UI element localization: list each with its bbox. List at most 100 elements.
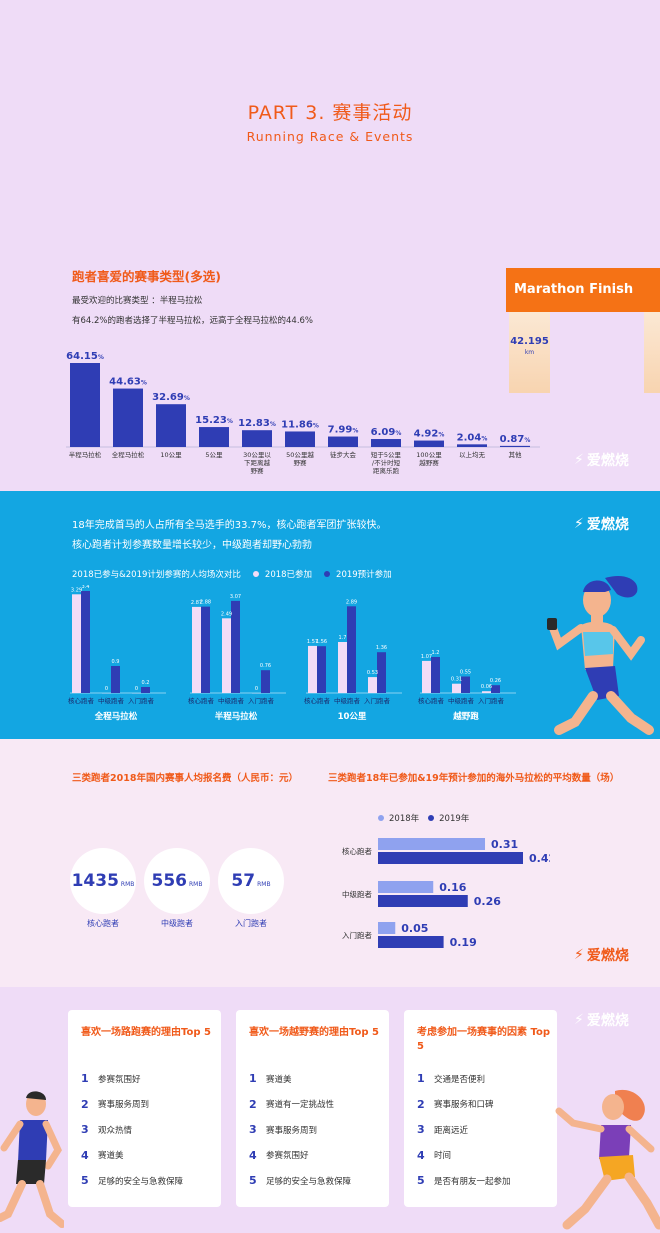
- list-item: 4 时间: [417, 1148, 452, 1162]
- legend-2018-label: 2018已参加: [264, 570, 313, 580]
- list-item: 1 交通是否便利: [417, 1072, 486, 1086]
- tick-label: 中级跑者: [342, 889, 372, 899]
- brand-logo: ⚡ 爱燃烧: [574, 452, 629, 469]
- road-race-reasons-card: 喜欢一场路跑赛的理由Top 5 1 参赛氛围好 2 赛事服务周到 3 观众热情 4 赛道…: [68, 1010, 221, 1207]
- bar-2019: [81, 591, 90, 693]
- brand-logo-2: ⚡ 爱燃烧: [574, 516, 629, 533]
- sign-distance: 42.195: [510, 336, 549, 347]
- tick-label: 核心跑者: [418, 696, 445, 705]
- first-marathon-text: 18年完成首马的人占所有全马选手的33.7%，核心跑者军团扩张较快。: [72, 520, 387, 531]
- flame-icon: ⚡: [574, 1012, 584, 1028]
- list-item: 3 观众热情: [81, 1123, 133, 1137]
- value-label-2019: 0.42: [529, 852, 550, 865]
- tick-label: 全程马拉松: [112, 450, 145, 459]
- value-label-2019: 1.2: [432, 650, 440, 656]
- list-item: 2 赛道有一定挑战性: [249, 1097, 335, 1111]
- tick-label: 其他: [509, 450, 523, 459]
- fee-label-core: 核心跑者: [87, 919, 119, 928]
- female-runner-illustration: [547, 575, 654, 735]
- value-label-2018: 0: [255, 686, 258, 692]
- list-item: 2 赛事服务和口碑: [417, 1097, 494, 1111]
- value-label: 15.23%: [195, 415, 233, 426]
- bar: [70, 363, 100, 447]
- card-title: 喜欢一场路跑赛的理由Top 5: [81, 1027, 211, 1038]
- tick-label: 核心跑者: [188, 696, 215, 705]
- tick-label: 10公里: [160, 451, 182, 459]
- overseas-legend: 2018年 2019年: [378, 812, 469, 824]
- bar-2019: [378, 936, 444, 948]
- race-type-note-1: 最受欢迎的比赛类型 ：半程马拉松: [72, 296, 203, 306]
- female-runner-illustration-2: [555, 1089, 660, 1230]
- value-label-2018: 2.49: [221, 611, 232, 617]
- flame-icon: ⚡: [574, 516, 584, 532]
- tick-label: 野赛: [251, 466, 265, 475]
- list-item: 5 足够的安全与急救保障: [81, 1174, 184, 1188]
- bar-2019: [261, 670, 270, 693]
- bar-2018: [378, 922, 396, 934]
- page-subtitle: Running Race & Events: [246, 129, 414, 144]
- value-label-2019: 1.36: [376, 645, 387, 651]
- tick-label: 野赛: [294, 458, 308, 467]
- value-label: 4.92%: [414, 429, 445, 440]
- bar-2019: [201, 606, 210, 693]
- value-label-2019: 0.19: [450, 936, 477, 949]
- legend-2018-label: 2018年: [389, 814, 420, 824]
- list-item: 3 赛事服务周到: [249, 1123, 318, 1137]
- tick-label: 下距离越: [244, 458, 271, 467]
- list-item: 4 参赛氛围好: [249, 1148, 309, 1162]
- legend-dot-2018: [252, 571, 259, 577]
- sign-unit: km: [524, 349, 535, 356]
- value-label-2018: 0: [105, 686, 108, 692]
- brand-logo-4: ⚡ 爱燃烧: [574, 1012, 629, 1029]
- value-label-2019: 2.88: [200, 600, 211, 606]
- race-type-note-2: 有64.2%的跑者选择了半程马拉松，远高于全程马拉松的44.6%: [72, 316, 314, 326]
- bar-2018: [222, 618, 231, 693]
- tick-label: 入门跑者: [364, 696, 391, 705]
- fee-label-intermediate: 中级跑者: [161, 919, 193, 928]
- fee-label-beginner: 入门跑者: [235, 919, 267, 928]
- value-label: 44.63%: [109, 377, 147, 388]
- bar-2018: [368, 677, 377, 693]
- bar-2018: [192, 606, 201, 693]
- tick-label: 中级跑者: [448, 696, 475, 705]
- tick-label: 核心跑者: [68, 696, 95, 705]
- value-label-2018: 0.31: [451, 677, 462, 683]
- tick-label: 距离乐跑: [373, 466, 400, 475]
- tick-label: 30公里以: [243, 451, 271, 459]
- value-label: 11.86%: [281, 419, 319, 430]
- legend-title: 2018已参与&2019计划参赛的人均场次对比: [72, 570, 241, 580]
- bar-2018: [378, 838, 486, 850]
- legend-dot-2018: [378, 815, 384, 821]
- list-item: 2 赛事服务周到: [81, 1097, 150, 1111]
- value-label-2019: 3.4: [82, 585, 90, 590]
- flame-icon: ⚡: [574, 947, 584, 963]
- bar: [328, 436, 358, 447]
- bar-2019: [461, 676, 470, 693]
- tick-label: 中级跑者: [98, 696, 125, 705]
- tick-label: 徒步大会: [330, 450, 357, 459]
- bar-2018: [422, 660, 431, 693]
- races-per-person-legend: 2018已参与&2019计划参赛的人均场次对比 2018已参加 2019预计参加: [72, 568, 392, 580]
- bar: [285, 431, 315, 447]
- list-item: 3 距离远近: [417, 1123, 469, 1137]
- value-label-2019: 0.55: [460, 670, 471, 676]
- value-label: 12.83%: [238, 418, 276, 429]
- list-item: 1 参赛氛围好: [81, 1072, 141, 1086]
- tick-label: 核心跑者: [304, 696, 331, 705]
- value-label: 32.69%: [152, 392, 190, 403]
- value-label-2018: 0.53: [367, 670, 378, 676]
- tick-label: 中级跑者: [334, 696, 361, 705]
- tick-label: 入门跑者: [248, 696, 275, 705]
- bar: [242, 430, 272, 447]
- tick-label: 越野赛: [419, 458, 439, 467]
- bar-2018: [378, 881, 434, 893]
- tick-label: 入门跑者: [128, 696, 155, 705]
- value-label-2019: 0.2: [142, 680, 150, 686]
- group-label: 半程马拉松: [215, 711, 258, 722]
- list-item: 4 赛道美: [81, 1148, 124, 1162]
- fee-circle-beginner: 57 RMB: [218, 848, 284, 914]
- bar: [414, 440, 444, 447]
- value-label-2019: 0.26: [490, 678, 501, 684]
- value-label: 0.87%: [500, 434, 531, 445]
- bar-2019: [491, 685, 500, 693]
